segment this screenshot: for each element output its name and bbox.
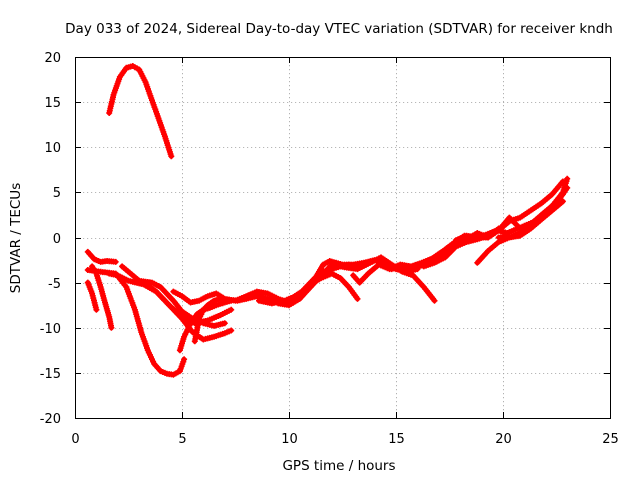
y-tick-label: -5 [48, 277, 61, 292]
x-axis-label: GPS time / hours [282, 458, 395, 474]
chart-title: Day 033 of 2024, Sidereal Day-to-day VTE… [65, 21, 613, 37]
series-point-markers [452, 214, 524, 244]
series-layer [84, 63, 571, 378]
y-tick-label: -15 [40, 367, 61, 382]
series-track-2 [84, 279, 100, 313]
tick-layer: 0 5 10 15 20 25 -20 -15 -10 -5 0 5 10 15 20 [40, 51, 619, 447]
series-point-markers [84, 279, 100, 313]
y-tick-label: 15 [44, 96, 61, 111]
y-tick-label: 20 [44, 51, 61, 66]
series-track-19 [452, 214, 524, 244]
x-tick-label: 5 [178, 432, 186, 447]
series-track-18 [495, 198, 566, 241]
series-point-markers [290, 254, 438, 306]
series-point-markers [84, 248, 119, 265]
x-tick-label: 20 [495, 432, 512, 447]
series-track-1 [106, 63, 175, 160]
series-point-markers [495, 198, 566, 241]
series-point-markers [106, 63, 175, 160]
y-axis-label: SDTVAR / TECUs [8, 183, 24, 293]
y-tick-label: 0 [53, 232, 61, 247]
y-tick-label: 10 [44, 141, 61, 156]
series-track-13 [290, 254, 438, 306]
series-track-4 [84, 248, 119, 265]
x-tick-label: 15 [388, 432, 405, 447]
y-tick-label: 5 [53, 186, 61, 201]
y-tick-label: -20 [40, 412, 61, 427]
y-tick-label: -10 [40, 322, 61, 337]
x-tick-label: 0 [71, 432, 79, 447]
x-tick-label: 10 [281, 432, 298, 447]
x-tick-label: 25 [602, 432, 619, 447]
